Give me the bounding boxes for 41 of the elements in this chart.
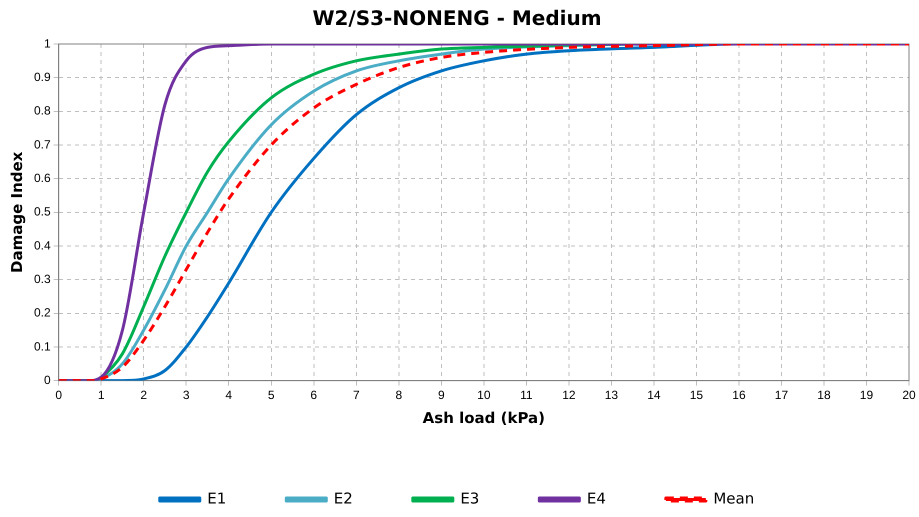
x-tick-label: 3 — [182, 388, 190, 402]
x-tick-label: 6 — [310, 388, 318, 402]
y-axis-title: Damage Index — [8, 151, 26, 273]
legend-label: E1 — [207, 489, 226, 508]
x-tick-label: 15 — [690, 388, 704, 402]
x-tick-label: 10 — [477, 388, 491, 402]
x-tick-label: 0 — [55, 388, 62, 402]
x-tick-label: 7 — [352, 388, 360, 402]
x-tick-label: 12 — [562, 388, 576, 402]
chart-title: W2/S3-NONENG - Medium — [312, 6, 602, 30]
legend-label: E2 — [334, 489, 353, 508]
y-tick-label: 0.7 — [34, 137, 51, 152]
x-tick-label: 8 — [395, 388, 402, 402]
y-tick-label: 0.9 — [34, 70, 51, 84]
legend-label: Mean — [713, 489, 754, 508]
y-tick-label: 0.8 — [34, 104, 51, 118]
legend-label: E4 — [586, 489, 606, 508]
x-tick-label: 5 — [268, 388, 275, 402]
x-axis-title: Ash load (kPa) — [422, 408, 546, 427]
x-tick-label: 13 — [604, 388, 618, 402]
y-tick-label: 1 — [44, 36, 51, 50]
y-tick-label: 0.5 — [34, 204, 51, 219]
y-tick-label: 0.3 — [34, 272, 51, 286]
x-tick-label: 17 — [774, 388, 788, 402]
y-tick-label: 0.4 — [34, 238, 51, 252]
y-tick-label: 0.2 — [34, 306, 51, 320]
x-tick-label: 18 — [817, 388, 831, 402]
x-tick-label: 4 — [225, 388, 232, 402]
x-tick-label: 16 — [732, 388, 746, 402]
y-tick-label: 0 — [44, 372, 51, 387]
legend-label: E3 — [460, 489, 480, 508]
x-tick-label: 14 — [647, 388, 661, 402]
x-tick-label: 1 — [98, 388, 105, 402]
x-tick-label: 9 — [438, 388, 445, 402]
y-tick-label: 0.6 — [34, 170, 51, 185]
line-series — [58, 44, 909, 381]
x-tick-label: 20 — [902, 388, 916, 402]
x-tick-label: 2 — [140, 388, 148, 402]
x-tick-label: 19 — [860, 388, 874, 402]
x-tick-label: 11 — [520, 388, 533, 402]
y-tick-label: 0.1 — [34, 339, 51, 354]
